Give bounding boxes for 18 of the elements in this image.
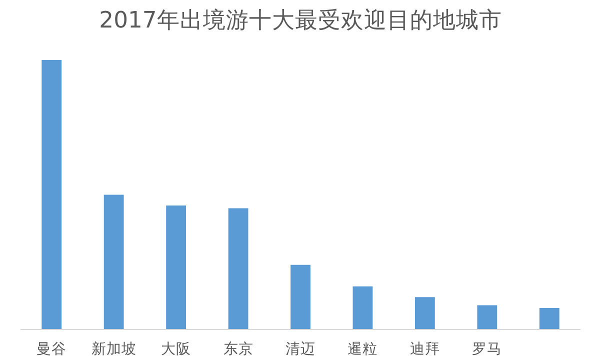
bar (42, 60, 62, 330)
chart-title: 2017年出境游十大最受欢迎目的地城市 (99, 8, 502, 34)
bar (104, 194, 124, 330)
x-tick-label: 新加坡 (91, 340, 136, 358)
x-tick-label: 清迈 (286, 340, 316, 358)
x-tick-label: 暹粒 (348, 340, 378, 358)
bar (228, 208, 248, 330)
x-tick-label: 大阪 (161, 340, 192, 358)
bar (414, 297, 435, 330)
x-tick-label: 迪拜 (410, 340, 440, 358)
bar (539, 308, 560, 330)
bar (290, 264, 310, 330)
x-tick-label: 曼谷 (36, 340, 67, 358)
bar (166, 206, 186, 330)
x-tick-label: 东京 (223, 340, 254, 358)
bar (477, 305, 498, 330)
bar (352, 286, 373, 330)
x-tick-label: 罗马 (472, 340, 502, 358)
